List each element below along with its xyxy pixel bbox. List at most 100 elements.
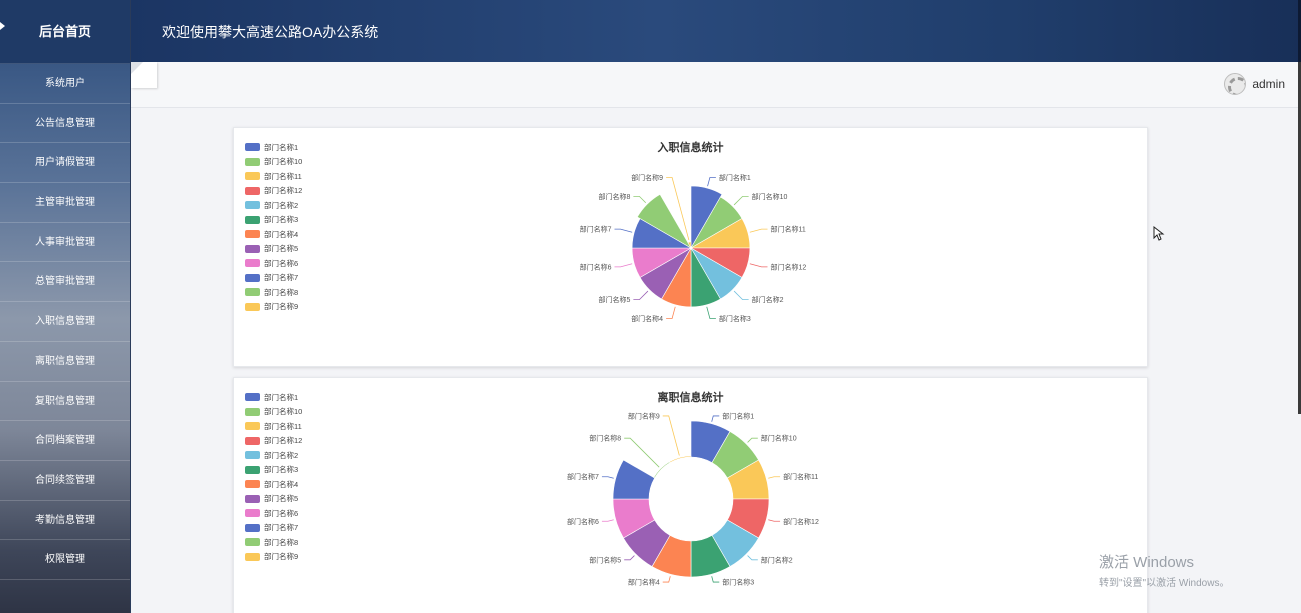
legend-item[interactable]: 部门名称12 <box>245 184 302 199</box>
legend-swatch <box>245 538 260 547</box>
legend-item[interactable]: 部门名称2 <box>245 448 302 463</box>
chart-card-resignation: 部门名称1 部门名称10 部门名称11 部门名称12 部门名称2 部门名称3 部门名称4 部门… <box>233 377 1148 613</box>
legend-item[interactable]: 部门名称6 <box>245 256 302 271</box>
sidebar-item[interactable]: 合同续签管理 <box>0 461 130 501</box>
legend-item[interactable]: 部门名称11 <box>245 169 302 184</box>
pie-label-line <box>633 290 649 301</box>
pie-label: 部门名称5 <box>589 555 621 564</box>
pie-label: 部门名称4 <box>631 314 663 323</box>
legend-item[interactable]: 部门名称4 <box>245 477 302 492</box>
pie-label: 部门名称9 <box>631 173 663 182</box>
sidebar-item[interactable]: 考勤信息管理 <box>0 501 130 541</box>
pie-label: 部门名称3 <box>719 314 751 323</box>
pie-label-line <box>614 228 633 233</box>
pie-slice[interactable] <box>636 193 692 249</box>
pie-label-line <box>666 306 676 319</box>
sidebar-item[interactable]: 主管审批管理 <box>0 183 130 223</box>
sidebar-brand[interactable]: 后台首页 <box>0 0 130 64</box>
windows-activation-watermark: 激活 Windows 转到"设置"以激活 Windows。 <box>1099 551 1229 589</box>
legend-label: 部门名称3 <box>264 215 299 225</box>
legend-label: 部门名称8 <box>264 287 299 297</box>
pie-label-line <box>601 519 614 522</box>
fold-corner-icon[interactable] <box>131 62 157 88</box>
legend-item[interactable]: 部门名称1 <box>245 140 302 155</box>
legend-label: 部门名称2 <box>264 200 299 210</box>
pie-label: 部门名称5 <box>598 295 630 304</box>
legend-item[interactable]: 部门名称1 <box>245 390 302 405</box>
sidebar-item[interactable]: 用户请假管理 <box>0 143 130 184</box>
collapse-arrow-icon[interactable] <box>0 22 5 30</box>
sidebar: 后台首页 系统用户 公告信息管理 用户请假管理 主管审批管理 人事审批管理 总管审批管理入… <box>0 0 131 613</box>
pie-label-line <box>711 415 720 422</box>
legend-label: 部门名称10 <box>264 407 303 417</box>
pie-label: 部门名称8 <box>598 192 630 201</box>
sidebar-item[interactable]: 离职信息管理 <box>0 342 130 382</box>
legend-item[interactable]: 部门名称4 <box>245 227 302 242</box>
legend-item[interactable]: 部门名称7 <box>245 271 302 286</box>
legend-item[interactable]: 部门名称10 <box>245 405 302 420</box>
header-edge <box>1298 0 1301 62</box>
legend-swatch <box>245 244 260 253</box>
chart-card-onboarding: 部门名称1 部门名称10 部门名称11 部门名称12 部门名称2 部门名称3 部门名称4 部门… <box>233 127 1148 367</box>
pie-slice[interactable] <box>687 241 692 250</box>
legend-item[interactable]: 部门名称11 <box>245 419 302 434</box>
legend-item[interactable]: 部门名称2 <box>245 198 302 213</box>
legend-item[interactable]: 部门名称9 <box>245 300 302 315</box>
pie-label: 部门名称2 <box>761 555 793 564</box>
sidebar-item[interactable]: 系统用户 <box>0 64 130 104</box>
legend-item[interactable]: 部门名称8 <box>245 285 302 300</box>
pie-label-line <box>633 195 647 204</box>
legend-item[interactable]: 部门名称8 <box>245 535 302 550</box>
sidebar-item[interactable]: 复职信息管理 <box>0 382 130 422</box>
pie-label-line <box>624 437 660 468</box>
legend-label: 部门名称10 <box>264 157 303 167</box>
chart-title: 离职信息统计 <box>657 392 724 404</box>
pie-label-line <box>711 576 720 583</box>
mouse-cursor-icon <box>1153 226 1165 241</box>
legend-label: 部门名称7 <box>264 273 299 283</box>
legend-item[interactable]: 部门名称10 <box>245 155 302 170</box>
pie-slice[interactable] <box>612 459 656 500</box>
legend-label: 部门名称6 <box>264 508 299 518</box>
chart-legend: 部门名称1 部门名称10 部门名称11 部门名称12 部门名称2 部门名称3 部门名称4 部门… <box>245 140 302 314</box>
sidebar-menu: 系统用户 公告信息管理 用户请假管理 主管审批管理 人事审批管理 总管审批管理 入职信息管理… <box>0 64 130 580</box>
legend-item[interactable]: 部门名称5 <box>245 242 302 257</box>
legend-item[interactable]: 部门名称3 <box>245 463 302 478</box>
legend-item[interactable]: 部门名称12 <box>245 434 302 449</box>
pie-label-line <box>749 228 768 233</box>
pie-label-line <box>747 555 758 561</box>
sidebar-item[interactable]: 人事审批管理 <box>0 223 130 263</box>
legend-item[interactable]: 部门名称6 <box>245 506 302 521</box>
user-menu[interactable]: admin <box>1224 73 1285 95</box>
legend-swatch <box>245 494 260 503</box>
sidebar-item[interactable]: 总管审批管理 <box>0 262 130 303</box>
legend-swatch <box>245 523 260 532</box>
legend-item[interactable]: 部门名称7 <box>245 521 302 536</box>
username[interactable]: admin <box>1252 77 1285 91</box>
legend-label: 部门名称11 <box>264 421 302 431</box>
legend-swatch <box>245 157 260 166</box>
pie-label: 部门名称12 <box>771 262 807 271</box>
legend-swatch <box>245 273 260 282</box>
sidebar-item[interactable]: 入职信息管理 <box>0 302 130 342</box>
legend-item[interactable]: 部门名称9 <box>245 550 302 565</box>
scrollbar[interactable] <box>1298 62 1301 414</box>
legend-label: 部门名称5 <box>264 244 299 254</box>
pie-label: 部门名称4 <box>628 578 660 587</box>
pie-label: 部门名称8 <box>589 434 621 443</box>
pie-slice[interactable] <box>669 455 692 464</box>
legend-swatch <box>245 552 260 561</box>
sidebar-item[interactable]: 公告信息管理 <box>0 104 130 144</box>
pie-slice[interactable] <box>690 185 723 250</box>
legend-swatch <box>245 302 260 311</box>
legend-swatch <box>245 465 260 474</box>
legend-swatch <box>245 215 260 224</box>
pie-label: 部门名称10 <box>752 192 788 201</box>
legend-swatch <box>245 422 260 431</box>
sidebar-item[interactable]: 权限管理 <box>0 540 130 580</box>
avatar[interactable] <box>1224 73 1247 95</box>
sidebar-item[interactable]: 合同档案管理 <box>0 421 130 461</box>
legend-swatch <box>245 436 260 445</box>
legend-item[interactable]: 部门名称3 <box>245 213 302 228</box>
legend-item[interactable]: 部门名称5 <box>245 492 302 507</box>
